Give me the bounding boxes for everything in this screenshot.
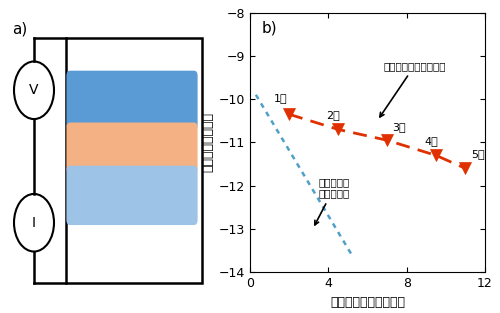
Text: 従来までの
共役分子膜: 従来までの 共役分子膜 [315, 177, 350, 225]
Text: I: I [32, 216, 36, 230]
Text: 2層: 2層 [326, 110, 340, 120]
FancyBboxPatch shape [66, 122, 198, 173]
Text: 導電性高分子電極: 導電性高分子電極 [104, 94, 160, 107]
Text: 5層: 5層 [472, 149, 485, 159]
X-axis label: 膜厚（ナノメートル）: 膜厚（ナノメートル） [330, 296, 405, 309]
Text: 透明導電膜: 透明導電膜 [113, 189, 151, 202]
Text: V: V [29, 83, 39, 97]
Text: 4層: 4層 [424, 136, 438, 146]
Text: b): b) [262, 20, 278, 35]
FancyBboxPatch shape [66, 166, 198, 225]
Text: ルテニウム錯体多層膜: ルテニウム錯体多層膜 [380, 61, 446, 117]
FancyBboxPatch shape [66, 71, 198, 130]
Text: 錯体多層膜: 錯体多層膜 [113, 141, 151, 154]
Y-axis label: （電流値の対数）: （電流値の対数） [202, 112, 214, 172]
Bar [66, 38, 202, 283]
Text: a): a) [12, 21, 27, 36]
Text: 3層: 3層 [392, 121, 406, 131]
Text: 1層: 1層 [274, 94, 287, 104]
